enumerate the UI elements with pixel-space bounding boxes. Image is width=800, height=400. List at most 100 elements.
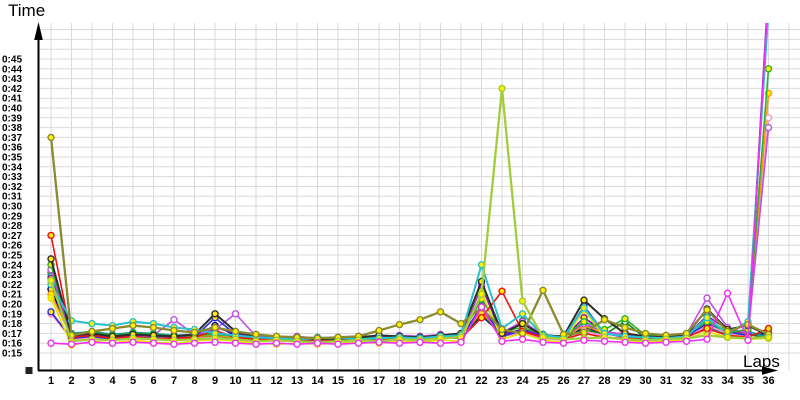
svg-text:8: 8: [191, 375, 197, 387]
marker-blue: [766, 0, 772, 3]
marker-red: [764, 324, 773, 333]
marker-magenta: [47, 339, 55, 347]
marker-magenta: [436, 339, 445, 347]
svg-text:4: 4: [109, 375, 116, 387]
svg-text:0:34: 0:34: [2, 162, 22, 173]
marker-black: [580, 296, 588, 304]
marker-magenta: [395, 339, 404, 347]
marker-olive: [539, 286, 547, 294]
svg-text:33: 33: [701, 375, 713, 387]
svg-text:0:32: 0:32: [2, 182, 22, 193]
svg-text:21: 21: [455, 375, 467, 387]
svg-text:0:20: 0:20: [2, 300, 22, 311]
marker-magenta: [457, 338, 465, 346]
svg-text:25: 25: [537, 375, 549, 387]
svg-text:0:22: 0:22: [2, 280, 22, 291]
marker-olive: [108, 324, 117, 333]
svg-text:10: 10: [229, 375, 241, 387]
svg-text:0:28: 0:28: [2, 221, 22, 232]
svg-text:0:25: 0:25: [2, 251, 22, 262]
svg-text:0:18: 0:18: [2, 319, 22, 330]
svg-text:0:43: 0:43: [2, 74, 22, 85]
svg-text:36: 36: [762, 375, 774, 387]
marker-magenta: [559, 339, 568, 347]
svg-text:0:33: 0:33: [2, 172, 22, 183]
svg-text:32: 32: [680, 375, 692, 387]
marker-olive: [47, 133, 55, 142]
marker-magenta: [682, 337, 691, 345]
marker-red: [498, 287, 506, 295]
marker-magenta: [703, 335, 711, 343]
marker-green: [621, 315, 629, 323]
marker-magenta: [539, 338, 547, 346]
marker-magenta: [252, 340, 260, 348]
marker-magenta: [416, 338, 424, 346]
marker-magenta: [293, 340, 301, 348]
gridlines: [38, 23, 800, 370]
svg-text:19: 19: [414, 375, 426, 387]
x-axis-title: Laps: [743, 352, 780, 371]
marker-olive: [600, 315, 609, 324]
marker-olive: [252, 330, 260, 339]
marker-magenta: [744, 336, 752, 344]
svg-text:3: 3: [89, 375, 95, 387]
svg-text:22: 22: [475, 375, 487, 387]
marker-magenta: [580, 336, 588, 344]
marker-olive: [416, 315, 424, 324]
svg-text:0:36: 0:36: [2, 143, 22, 154]
svg-text:27: 27: [578, 375, 590, 387]
y-tick-labels: 0:150:160:170:180:190:200:210:220:230:24…: [2, 55, 22, 360]
series-teal: [47, 272, 773, 342]
svg-text:7: 7: [171, 375, 177, 387]
series-purple: [47, 23, 768, 343]
marker-olive: [190, 328, 199, 337]
marker-yellowgreen: [723, 333, 732, 342]
marker-black: [211, 310, 219, 318]
marker-magenta: [67, 340, 76, 348]
svg-text:0:17: 0:17: [2, 329, 22, 340]
marker-olive: [723, 327, 732, 336]
origin-handle: [25, 367, 33, 374]
x-tick-labels: 1 2 3 4 5 6 7 8 9 10 11 12 13 14 15 16 17 18 19 20 21 22 23 24 2…: [48, 375, 775, 387]
svg-text:0:19: 0:19: [2, 309, 22, 320]
marker-magenta: [170, 340, 178, 348]
marker-black: [47, 255, 55, 263]
marker-green: [764, 65, 773, 73]
marker-cyan: [766, 7, 772, 13]
marker-magenta: [600, 337, 609, 345]
svg-text:0:15: 0:15: [2, 349, 22, 360]
series-group: [47, 0, 773, 349]
marker-olive: [580, 328, 588, 337]
marker-magenta: [88, 338, 96, 346]
svg-text:2: 2: [68, 375, 74, 387]
svg-text:5: 5: [130, 375, 136, 387]
series-cyan: [47, 7, 772, 343]
svg-text:0:30: 0:30: [2, 202, 22, 213]
marker-yellowgreen: [498, 84, 506, 93]
marker-magenta: [313, 339, 322, 347]
marker-yellowgreen: [47, 276, 55, 285]
marker-olive: [641, 329, 650, 338]
svg-text:0:35: 0:35: [2, 153, 22, 164]
marker-violet: [703, 294, 711, 302]
svg-text:0:37: 0:37: [2, 133, 22, 144]
marker-red: [703, 324, 711, 333]
marker-cyan: [518, 310, 527, 318]
svg-text:0:38: 0:38: [2, 123, 22, 134]
marker-magenta: [498, 337, 506, 345]
marker-violet: [231, 310, 240, 318]
marker-magenta: [723, 289, 732, 297]
svg-text:0:41: 0:41: [2, 94, 22, 105]
svg-text:14: 14: [311, 375, 324, 387]
marker-magenta: [149, 339, 158, 347]
svg-text:15: 15: [332, 375, 344, 387]
marker-olive: [211, 323, 219, 332]
series-pink: [47, 114, 773, 345]
svg-text:0:16: 0:16: [2, 339, 22, 350]
marker-magenta: [108, 339, 117, 347]
svg-text:0:31: 0:31: [2, 192, 22, 203]
marker-yellowgreen: [477, 290, 486, 298]
svg-text:17: 17: [373, 375, 385, 387]
axes: [25, 22, 778, 375]
